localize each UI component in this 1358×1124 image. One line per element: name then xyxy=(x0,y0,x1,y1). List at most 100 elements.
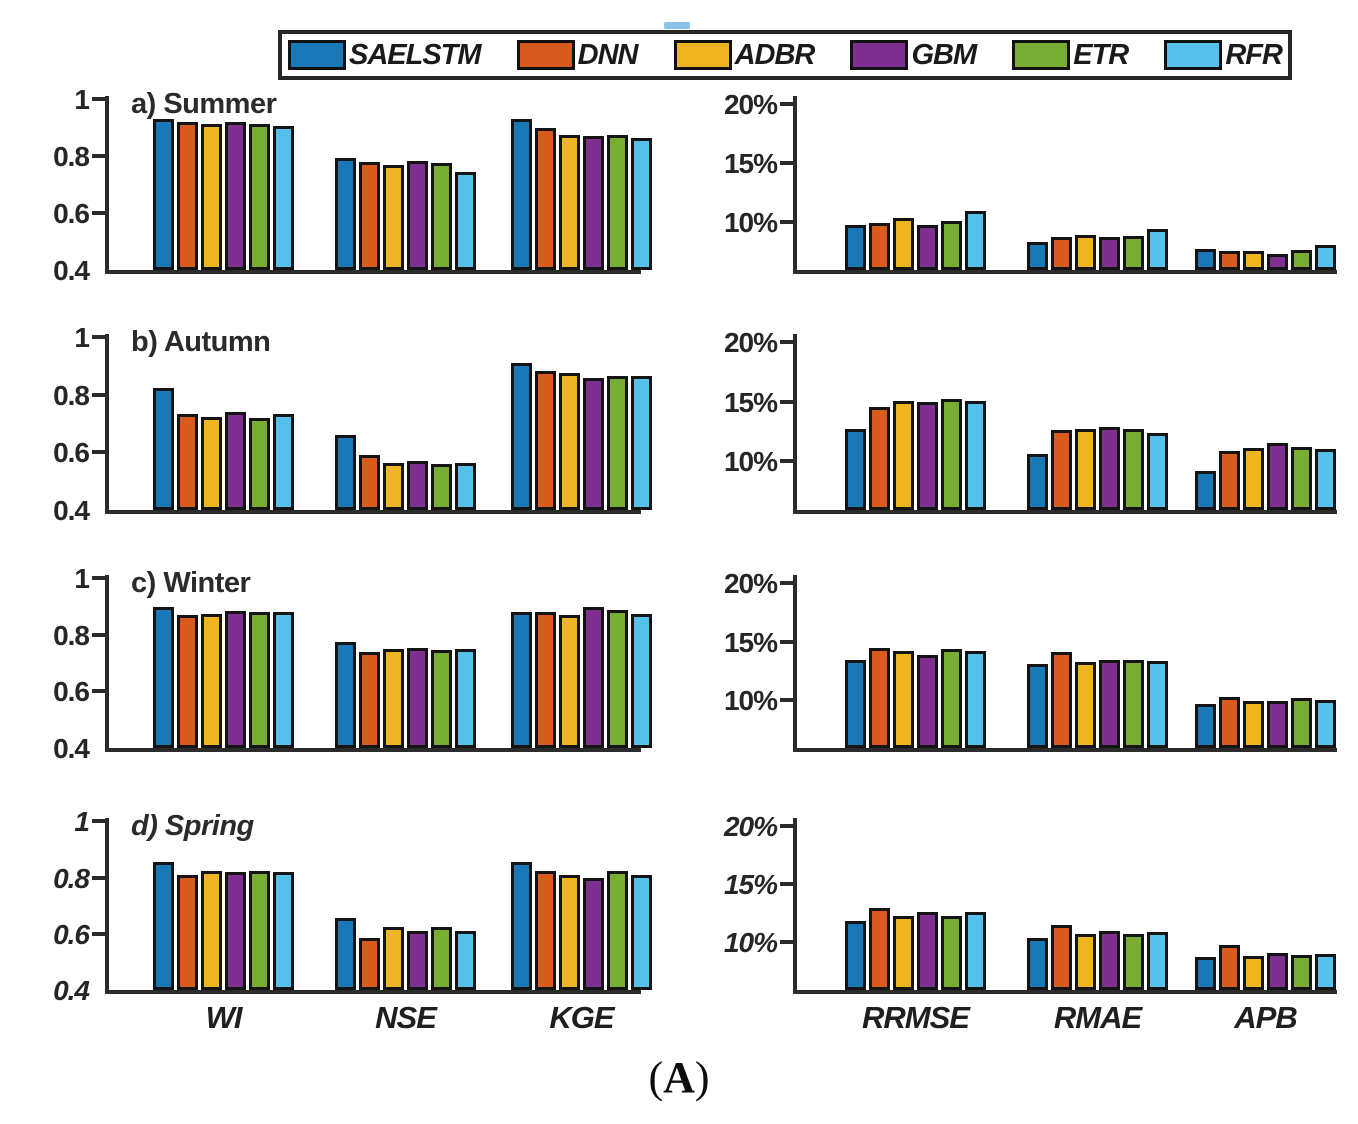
legend-swatch-etr xyxy=(1012,40,1071,70)
bar-saelstm-apb xyxy=(1195,248,1216,270)
y-tickmark xyxy=(92,211,105,216)
bar-saelstm-wi xyxy=(153,862,174,990)
bar-dnn-wi xyxy=(177,413,198,510)
bar-rfr-kge xyxy=(631,874,652,990)
x-axis-label-rrmse: RRMSE xyxy=(862,1000,970,1035)
bar-group-apb xyxy=(1195,443,1336,510)
bar-rfr-rrmse xyxy=(965,651,986,748)
bar-group-kge xyxy=(511,606,652,748)
legend-item-saelstm: SAELSTM xyxy=(288,39,482,72)
y-tick-label: 20% xyxy=(723,811,778,843)
bar-gbm-rmae xyxy=(1099,660,1120,748)
bar-rfr-apb xyxy=(1315,449,1336,510)
bar-gbm-apb xyxy=(1267,952,1288,990)
stray-mark xyxy=(664,22,690,29)
bar-saelstm-wi xyxy=(153,387,174,510)
y-tick-label: 10% xyxy=(723,927,778,959)
y-tickmark xyxy=(780,698,793,703)
bar-adbr-wi xyxy=(201,870,222,990)
bar-adbr-apb xyxy=(1243,701,1264,748)
bar-group-kge xyxy=(511,119,652,270)
bar-gbm-kge xyxy=(583,377,604,510)
bar-gbm-wi xyxy=(225,122,246,270)
bar-group-wi xyxy=(153,387,294,510)
panel-title-winter-left: c) Winter xyxy=(131,567,251,599)
bar-saelstm-kge xyxy=(511,119,532,270)
bar-gbm-wi xyxy=(225,610,246,748)
bar-adbr-wi xyxy=(201,123,222,270)
y-tick-label: 0.4 xyxy=(53,733,90,764)
y-tickmark xyxy=(780,399,793,404)
bar-group-rrmse xyxy=(845,211,986,270)
bar-etr-wi xyxy=(249,870,270,990)
y-tick-label: 1 xyxy=(74,322,90,354)
bar-adbr-nse xyxy=(383,462,404,510)
legend-label: DNN xyxy=(577,38,639,71)
bar-dnn-apb xyxy=(1219,251,1240,270)
bar-gbm-nse xyxy=(407,647,428,748)
bar-group-nse xyxy=(335,157,476,270)
panel-spring-left: d) Spring 1 0.8 0.6 0.4 WI NSE KGE xyxy=(53,806,652,1035)
x-axis-label-rmae: RMAE xyxy=(1053,1000,1142,1035)
bar-rfr-wi xyxy=(273,126,294,270)
panel-spring-right: 20% 15% 10% RRMSE RMAE APB xyxy=(724,811,1337,1035)
bar-saelstm-nse xyxy=(335,435,356,510)
bar-rfr-rrmse xyxy=(965,211,986,270)
bar-group-nse xyxy=(335,435,476,510)
bar-gbm-apb xyxy=(1267,443,1288,510)
bar-rfr-rmae xyxy=(1147,660,1168,748)
bar-group-rmae xyxy=(1027,924,1168,990)
bar-rfr-apb xyxy=(1315,954,1336,990)
bar-dnn-wi xyxy=(177,122,198,270)
legend-swatch-gbm xyxy=(850,40,909,70)
bar-saelstm-kge xyxy=(511,862,532,990)
y-tick-label: 0.8 xyxy=(53,862,90,894)
bar-gbm-rrmse xyxy=(917,654,938,748)
bar-etr-nse xyxy=(431,926,452,990)
bar-rfr-kge xyxy=(631,137,652,270)
bar-adbr-kge xyxy=(559,373,580,510)
legend-swatch-adbr xyxy=(673,40,732,70)
bar-etr-apb xyxy=(1291,697,1312,748)
bar-etr-kge xyxy=(607,609,628,748)
bar-gbm-wi xyxy=(225,871,246,990)
bar-dnn-apb xyxy=(1219,696,1240,748)
bar-adbr-nse xyxy=(383,164,404,270)
y-tick-label: 15% xyxy=(723,626,778,658)
legend-item-rfr: RFR xyxy=(1164,39,1283,72)
bar-adbr-rmae xyxy=(1075,661,1096,748)
bar-group-kge xyxy=(511,862,652,990)
y-tickmark xyxy=(92,819,105,824)
bar-etr-nse xyxy=(431,163,452,270)
bar-gbm-rrmse xyxy=(917,912,938,990)
bar-group-wi xyxy=(153,119,294,270)
bar-gbm-apb xyxy=(1267,701,1288,748)
x-axis-label-wi: WI xyxy=(205,1000,243,1035)
bar-dnn-rmae xyxy=(1051,430,1072,510)
bar-group-kge xyxy=(511,363,652,510)
y-tickmark xyxy=(780,639,793,644)
legend-swatch-saelstm xyxy=(288,40,346,70)
bar-saelstm-apb xyxy=(1195,703,1216,748)
bar-dnn-rmae xyxy=(1051,237,1072,270)
bar-dnn-nse xyxy=(359,651,380,748)
y-tick-label: 0.4 xyxy=(53,255,90,286)
legend-item-gbm: GBM xyxy=(850,39,977,72)
bar-etr-apb xyxy=(1291,447,1312,510)
y-tick-label: 0.4 xyxy=(53,495,90,526)
bar-group-rmae xyxy=(1027,652,1168,748)
bar-rfr-nse xyxy=(455,649,476,748)
bar-adbr-nse xyxy=(383,926,404,990)
bar-rfr-rmae xyxy=(1147,228,1168,270)
bar-rfr-kge xyxy=(631,613,652,748)
y-tick-label: 0.6 xyxy=(53,918,90,950)
bar-adbr-rmae xyxy=(1075,934,1096,990)
bar-rfr-nse xyxy=(455,930,476,990)
y-tick-label: 0.8 xyxy=(53,141,90,173)
bar-group-apb xyxy=(1195,944,1336,990)
y-tickmark xyxy=(92,97,105,102)
bar-saelstm-rrmse xyxy=(845,429,866,510)
bar-adbr-kge xyxy=(559,874,580,990)
y-tick-label: 10% xyxy=(723,206,778,238)
bar-adbr-kge xyxy=(559,134,580,270)
